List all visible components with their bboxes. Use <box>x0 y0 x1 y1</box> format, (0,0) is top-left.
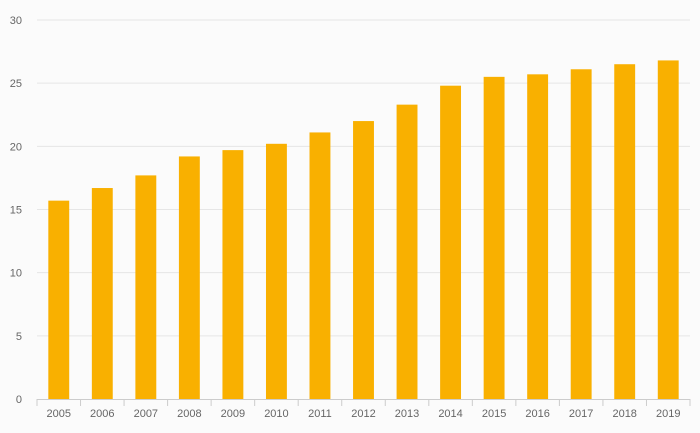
bars <box>48 60 679 400</box>
x-tick-label: 2014 <box>438 408 462 420</box>
x-tick-label: 2015 <box>482 408 506 420</box>
y-tick-label: 10 <box>10 268 22 280</box>
bar-2018[interactable] <box>614 64 636 399</box>
x-tick-label: 2016 <box>525 408 549 420</box>
x-tick-label: 2009 <box>221 408 245 420</box>
bar-2006[interactable] <box>91 188 113 399</box>
bar-2011[interactable] <box>309 132 331 400</box>
y-tick-label: 25 <box>10 78 22 90</box>
x-axis <box>36 399 691 406</box>
x-tick-label: 2010 <box>264 408 288 420</box>
x-tick-label: 2011 <box>308 408 332 420</box>
bar-2010[interactable] <box>265 143 287 399</box>
x-tick-label: 2013 <box>395 408 419 420</box>
bar-2013[interactable] <box>396 104 418 399</box>
bar-2005[interactable] <box>48 200 70 399</box>
x-tick-label: 2017 <box>569 408 593 420</box>
bar-2015[interactable] <box>483 76 505 399</box>
bar-2009[interactable] <box>222 150 244 399</box>
x-tick-label: 2019 <box>656 408 680 420</box>
y-tick-label: 0 <box>16 394 22 406</box>
bar-2007[interactable] <box>135 175 157 399</box>
bar-2016[interactable] <box>527 74 549 399</box>
bar-2008[interactable] <box>178 156 200 399</box>
x-tick-label: 2005 <box>47 408 71 420</box>
x-tick-label: 2012 <box>351 408 375 420</box>
bar-2012[interactable] <box>353 121 374 400</box>
bar-2017[interactable] <box>570 69 592 400</box>
y-tick-label: 15 <box>10 205 22 217</box>
y-axis-tick-labels: 0 5 10 15 20 25 30 <box>10 15 22 406</box>
bar-2019[interactable] <box>657 60 679 399</box>
y-tick-label: 30 <box>10 15 22 27</box>
x-tick-label: 2008 <box>177 408 201 420</box>
y-tick-label: 20 <box>10 141 22 153</box>
x-tick-label: 2007 <box>134 408 158 420</box>
x-axis-tick-labels: 2005 2006 2007 2008 2009 2010 2011 2012 2013 2014… <box>47 408 681 420</box>
x-tick-label: 2006 <box>90 408 114 420</box>
y-tick-label: 5 <box>16 331 22 343</box>
bar-2014[interactable] <box>440 85 462 400</box>
x-tick-label: 2018 <box>612 408 636 420</box>
